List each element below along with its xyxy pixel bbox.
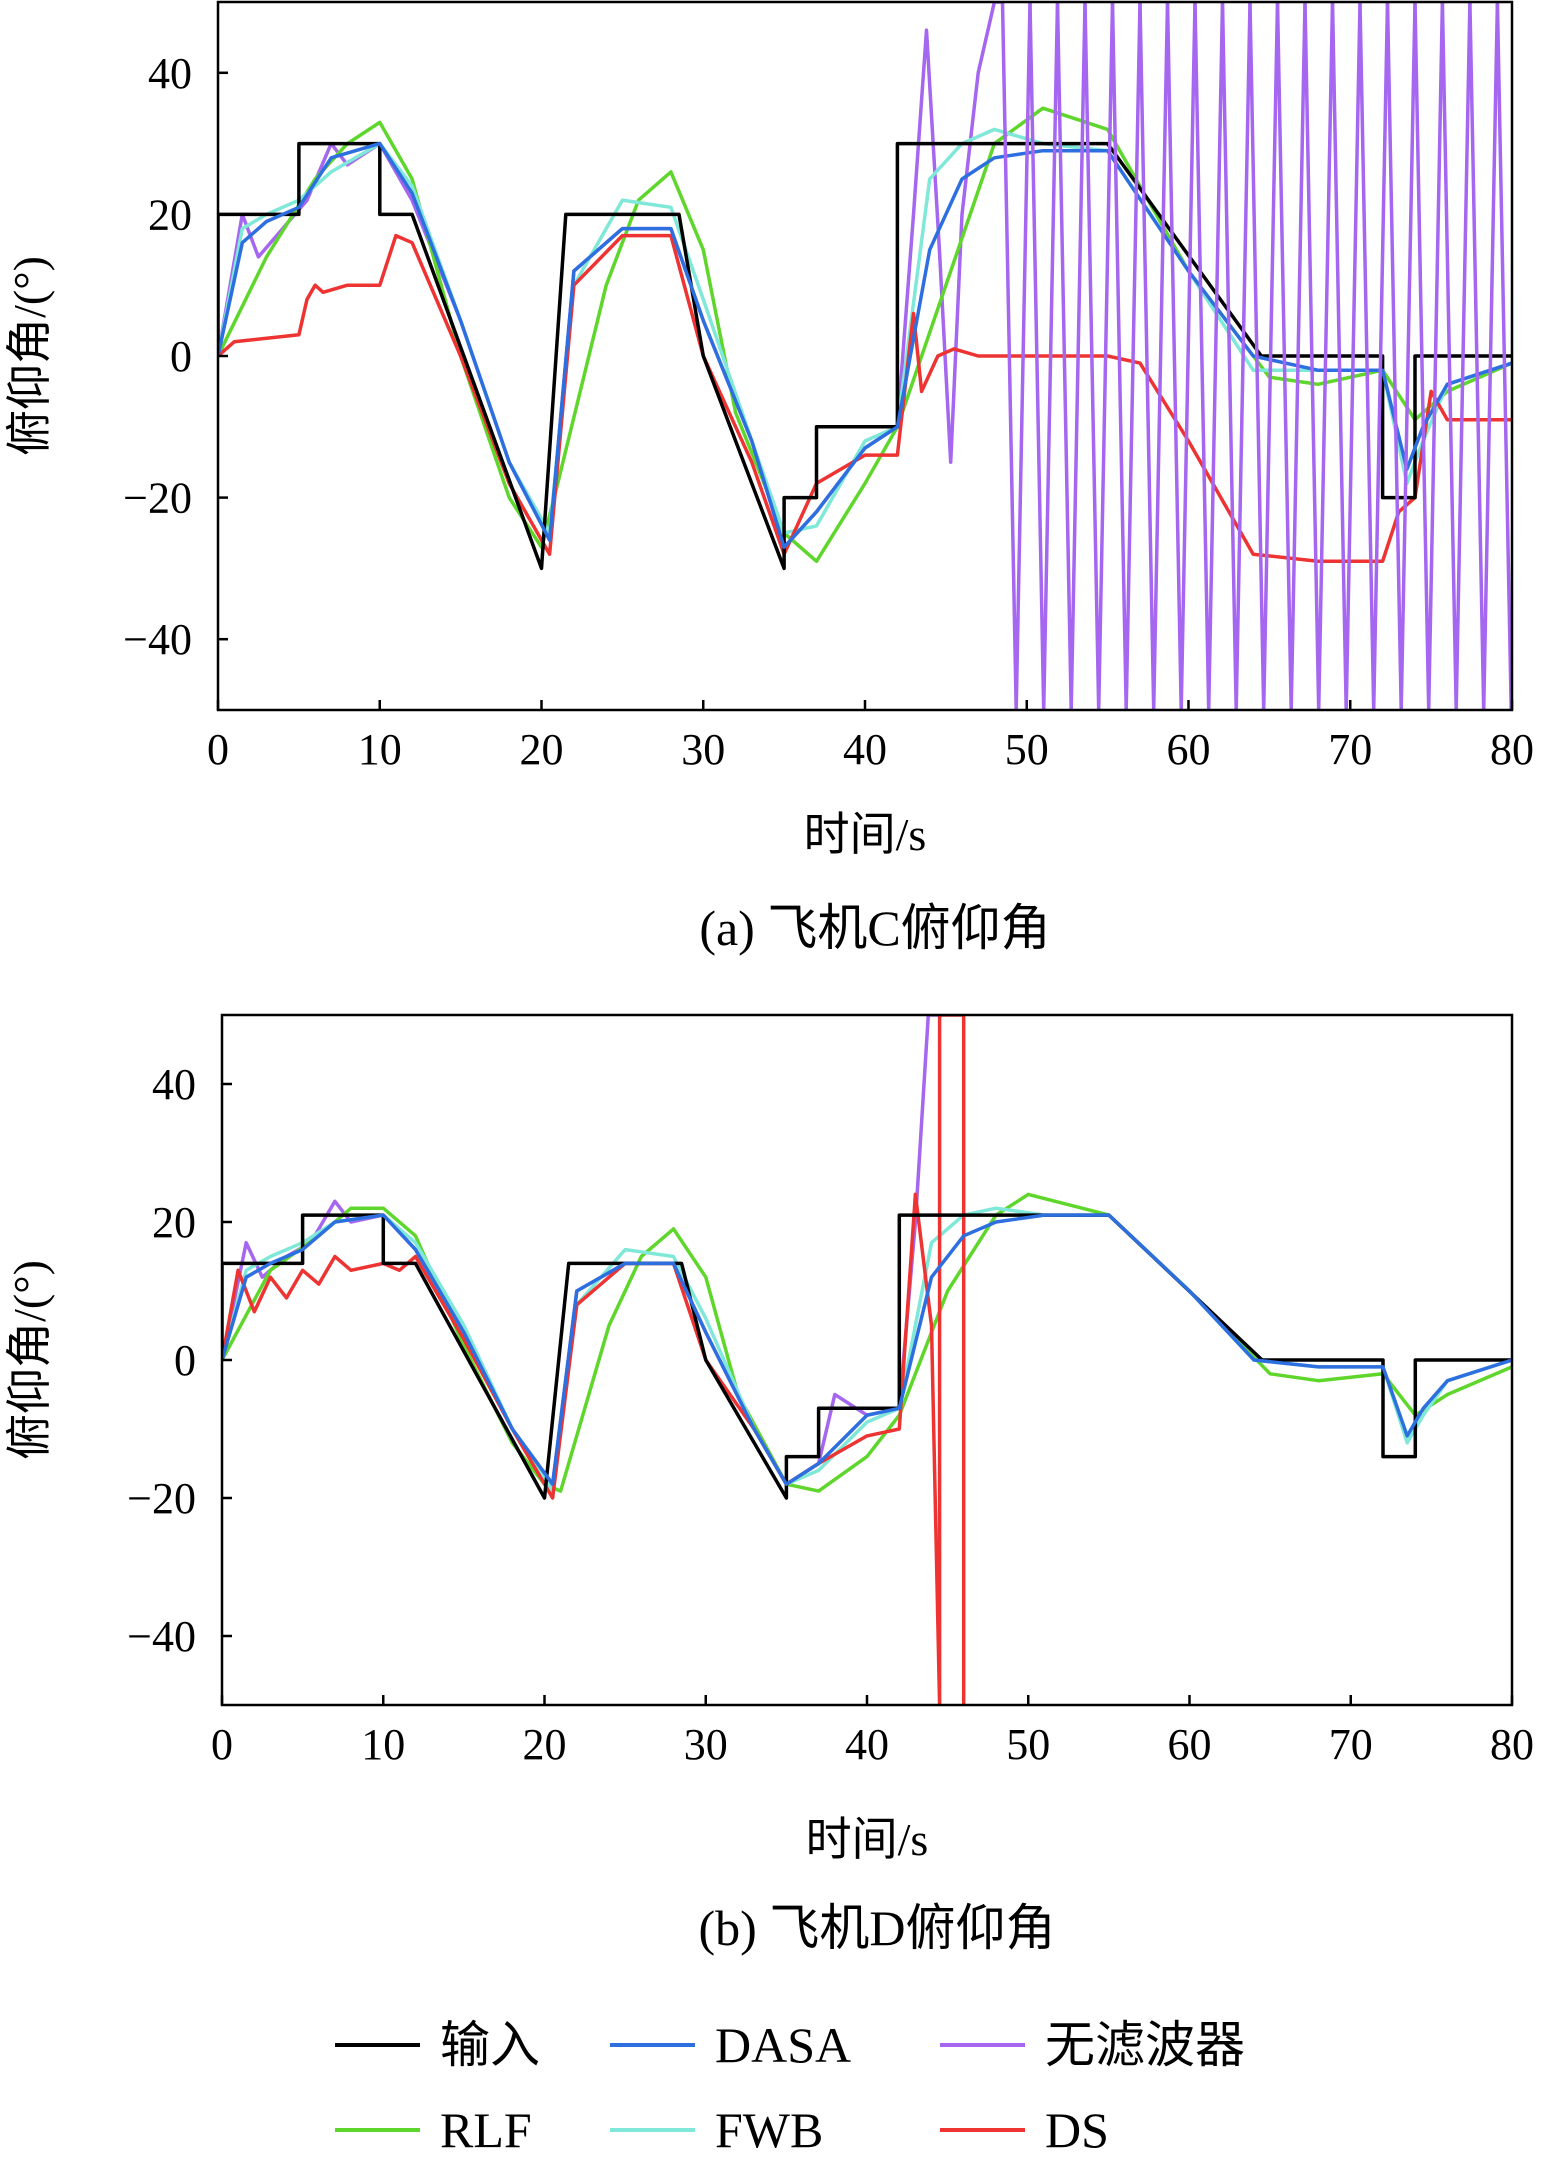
x-tick-label: 30: [681, 725, 725, 774]
x-tick-label: 0: [211, 1720, 233, 1769]
legend-item-input: 输入: [335, 2017, 540, 2073]
legend-item-DASA: DASA: [610, 2017, 851, 2073]
no-filter-oscillation-segment: [1330, 2, 1362, 710]
plot-area: [218, 2, 1512, 710]
no-filter-oscillation-segment: [1358, 2, 1390, 710]
legend: 输入 DASA 无滤波器 RLF FWB DS: [335, 2017, 1245, 2158]
x-tick-label: 70: [1329, 1720, 1373, 1769]
legend-label: DASA: [715, 2017, 851, 2073]
legend-label: DS: [1045, 2102, 1109, 2158]
no-filter-oscillation-segment: [1468, 2, 1500, 710]
x-tick-label: 80: [1490, 725, 1534, 774]
no-filter-oscillation-segment: [1495, 2, 1512, 710]
series-line-RLF: [222, 1192, 1512, 1493]
x-axis-title: 时间/s: [806, 1814, 929, 1865]
no-filter-oscillation-segment: [1193, 2, 1225, 710]
legend-label: FWB: [715, 2102, 823, 2158]
plot-area: [222, 1015, 1512, 1705]
y-tick-label: 20: [152, 1198, 196, 1247]
y-tick-label: 0: [170, 332, 192, 381]
series-line-DS: [222, 1015, 966, 1705]
series-line-FWB: [218, 127, 1512, 535]
no-filter-oscillation-segment: [1303, 2, 1335, 710]
y-tick-label: −40: [127, 1612, 196, 1661]
y-tick-label: −20: [127, 1474, 196, 1523]
y-tick-label: 0: [174, 1336, 196, 1385]
x-tick-label: 40: [843, 725, 887, 774]
no-filter-oscillation-segment: [1248, 2, 1280, 710]
x-tick-label: 50: [1005, 725, 1049, 774]
legend-item-RLF: RLF: [335, 2102, 532, 2158]
y-axis-title: 俯仰角/(°): [4, 256, 55, 456]
x-tick-label: 70: [1328, 725, 1372, 774]
series-line-DASA: [218, 141, 1512, 549]
x-tick-label: 20: [520, 725, 564, 774]
y-tick-label: −20: [123, 474, 192, 523]
no-filter-oscillation-segment: [1220, 2, 1252, 710]
series-line-input: [222, 1213, 1512, 1500]
no-filter-oscillation-segment: [1138, 2, 1170, 710]
no-filter-oscillation-segment: [1385, 2, 1417, 710]
y-tick-label: 40: [148, 49, 192, 98]
legend-item-no-filter: 无滤波器: [940, 2017, 1245, 2073]
panel-caption: (a) 飞机C俯仰角: [699, 900, 1050, 956]
x-tick-label: 50: [1006, 1720, 1050, 1769]
no-filter-oscillation-segment: [1083, 2, 1115, 710]
legend-label: RLF: [440, 2102, 532, 2158]
y-tick-label: 40: [152, 1060, 196, 1109]
no-filter-oscillation-segment: [1440, 2, 1472, 710]
panel-a-chart: 0 10 20 30 40 50 60 70 80 −40 −20 0 20 40 时间/s 俯仰角/(°) (…: [4, 0, 1534, 956]
no-filter-oscillation-segment: [1000, 2, 1032, 710]
legend-item-FWB: FWB: [610, 2102, 823, 2158]
x-tick-label: 0: [207, 725, 229, 774]
panel-caption: (b) 飞机D俯仰角: [699, 1900, 1056, 1956]
legend-item-DS: DS: [940, 2102, 1109, 2158]
y-axis-title: 俯仰角/(°): [4, 1260, 55, 1460]
series-line-DASA: [222, 1213, 1512, 1486]
no-filter-oscillation-segment: [1413, 2, 1445, 710]
y-tick-label: 20: [148, 190, 192, 239]
legend-label: 无滤波器: [1045, 2017, 1245, 2073]
x-tick-label: 60: [1167, 725, 1211, 774]
series-line-DS: [218, 233, 1512, 564]
panel-b-chart: 0 10 20 30 40 50 60 70 80 −40 −20 0 20 40 时间/s 俯仰角/(°) (…: [4, 1013, 1534, 1956]
x-tick-label: 40: [845, 1720, 889, 1769]
no-filter-oscillation-segment: [1110, 2, 1142, 710]
series-line-RLF: [218, 106, 1512, 564]
series-line-input: [218, 141, 1512, 571]
x-tick-label: 10: [358, 725, 402, 774]
x-tick-label: 60: [1168, 1720, 1212, 1769]
no-filter-oscillation-segment: [1165, 2, 1197, 710]
x-tick-label: 10: [361, 1720, 405, 1769]
legend-label: 输入: [440, 2017, 540, 2073]
y-tick-label: −40: [123, 615, 192, 664]
no-filter-oscillation-segment: [1275, 2, 1307, 710]
x-tick-label: 20: [523, 1720, 567, 1769]
x-tick-label: 30: [684, 1720, 728, 1769]
x-axis-title: 时间/s: [804, 809, 927, 860]
no-filter-oscillation-segment: [1055, 2, 1087, 710]
series-line-no-filter-oscillation: [1000, 2, 1512, 710]
no-filter-oscillation-segment: [1028, 2, 1060, 710]
x-tick-label: 80: [1490, 1720, 1534, 1769]
